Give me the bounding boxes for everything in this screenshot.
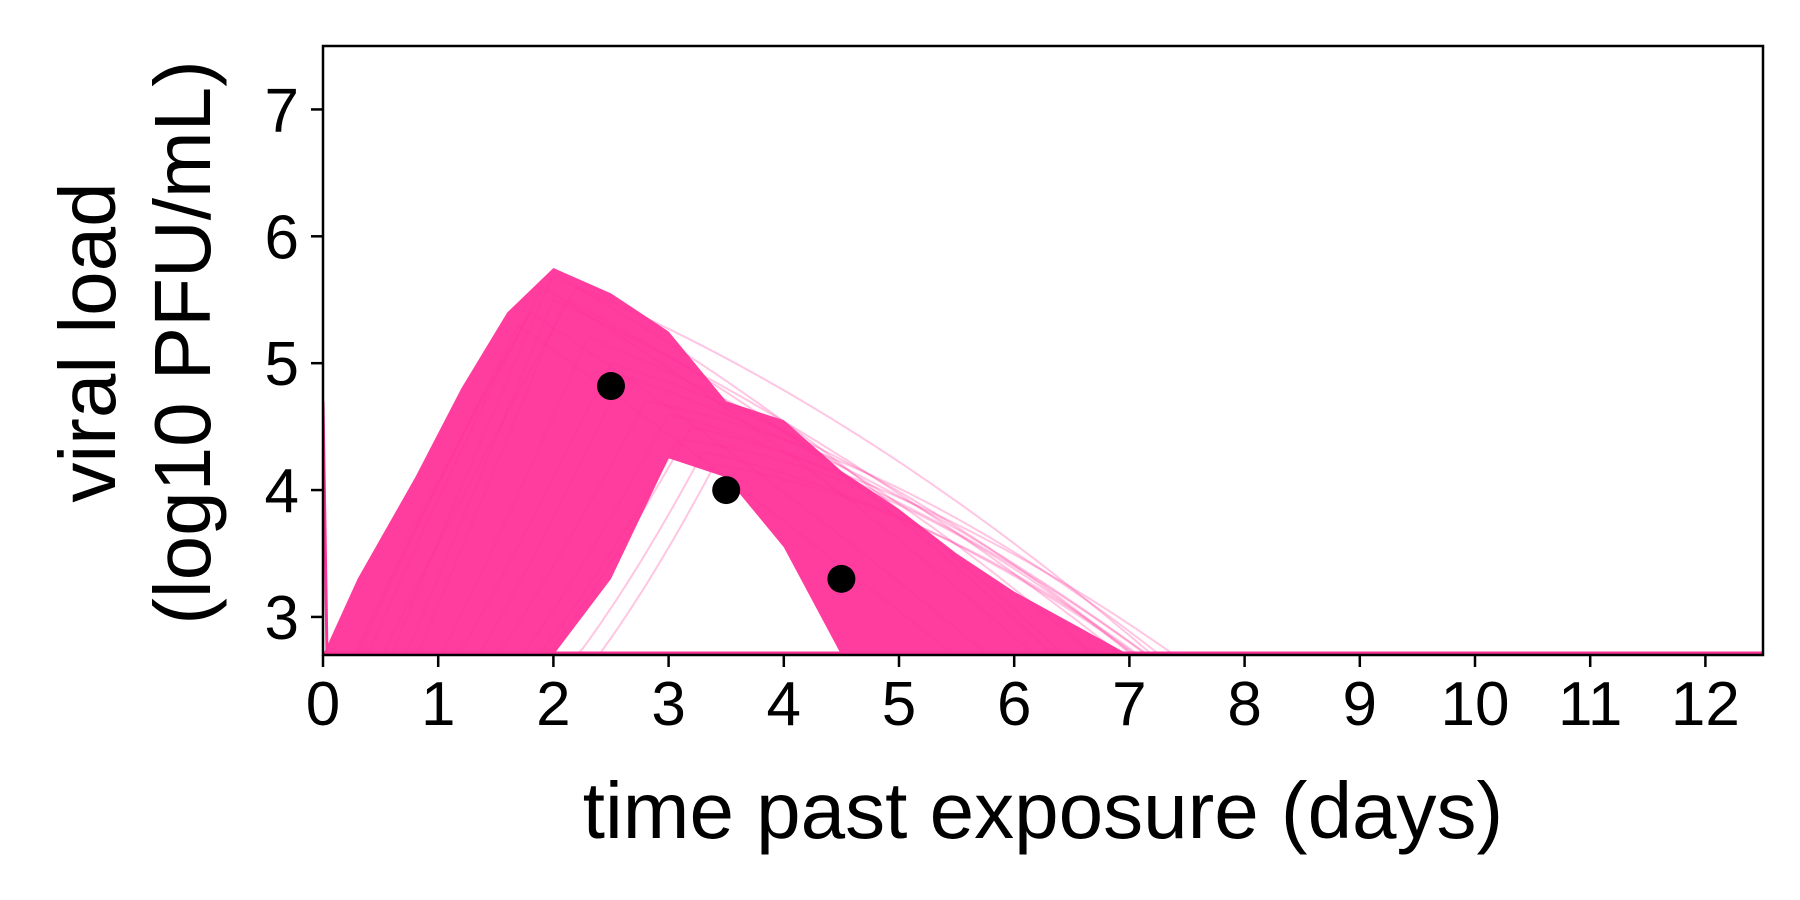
- x-tick-label: 11: [1558, 670, 1622, 739]
- trajectory-line: [323, 285, 1758, 655]
- trajectory-line: [323, 425, 1758, 655]
- trajectory-line: [323, 336, 1758, 655]
- observed-point: [712, 476, 741, 505]
- x-tick-label: 3: [651, 670, 685, 739]
- y-tick-label: 6: [265, 203, 299, 272]
- trajectory-line: [323, 361, 1758, 655]
- trajectory-line: [323, 450, 1758, 655]
- trajectory-line: [323, 298, 1758, 655]
- x-tick-label: 1: [421, 670, 455, 739]
- trajectory-line: [323, 298, 1758, 655]
- plot-frame: [321, 44, 1765, 657]
- x-tick-label: 10: [1441, 670, 1510, 739]
- y-tick-label: 7: [265, 76, 299, 145]
- x-tick-label: 7: [1112, 670, 1146, 739]
- x-axis: 0 1 2 3 4 5 6 7 8 9 10 11 12: [306, 655, 1740, 739]
- observed-point: [827, 564, 856, 593]
- y-tick-label: 3: [265, 584, 299, 653]
- x-tick-label: 0: [306, 670, 340, 739]
- trajectory-line: [323, 412, 1758, 655]
- observed-points: [597, 372, 856, 593]
- trajectory-line: [323, 400, 1758, 655]
- y-tick-label: 4: [265, 457, 299, 526]
- trajectory-band-fill: [323, 268, 1763, 655]
- y-tick-label: 5: [265, 330, 299, 399]
- trajectory-band: [323, 268, 1763, 655]
- y-axis-title-line-2: (log10 PFU/mL): [138, 60, 227, 625]
- trajectory-line: [323, 374, 1758, 655]
- trajectory-lines: [323, 272, 1763, 655]
- y-axis-title-line-1: viral load: [43, 182, 132, 502]
- y-axis: 3 4 5 6 7: [265, 76, 323, 653]
- trajectory-line: [323, 285, 1758, 655]
- trajectory-line: [323, 323, 1758, 655]
- x-tick-label: 6: [997, 670, 1031, 739]
- x-tick-label: 5: [882, 670, 916, 739]
- trajectory-line: [323, 272, 1758, 655]
- x-axis-title: time past exposure (days): [583, 766, 1503, 855]
- trajectory-line: [323, 310, 1758, 655]
- x-tick-label: 12: [1671, 670, 1740, 739]
- x-tick-label: 8: [1227, 670, 1261, 739]
- x-tick-label: 2: [536, 670, 570, 739]
- trajectory-line: [323, 463, 1758, 655]
- x-tick-label: 9: [1343, 670, 1377, 739]
- trajectory-line: [323, 438, 1758, 655]
- observed-point: [597, 372, 625, 401]
- y-axis-title: viral load (log10 PFU/mL): [43, 60, 227, 625]
- x-tick-label: 4: [767, 670, 801, 739]
